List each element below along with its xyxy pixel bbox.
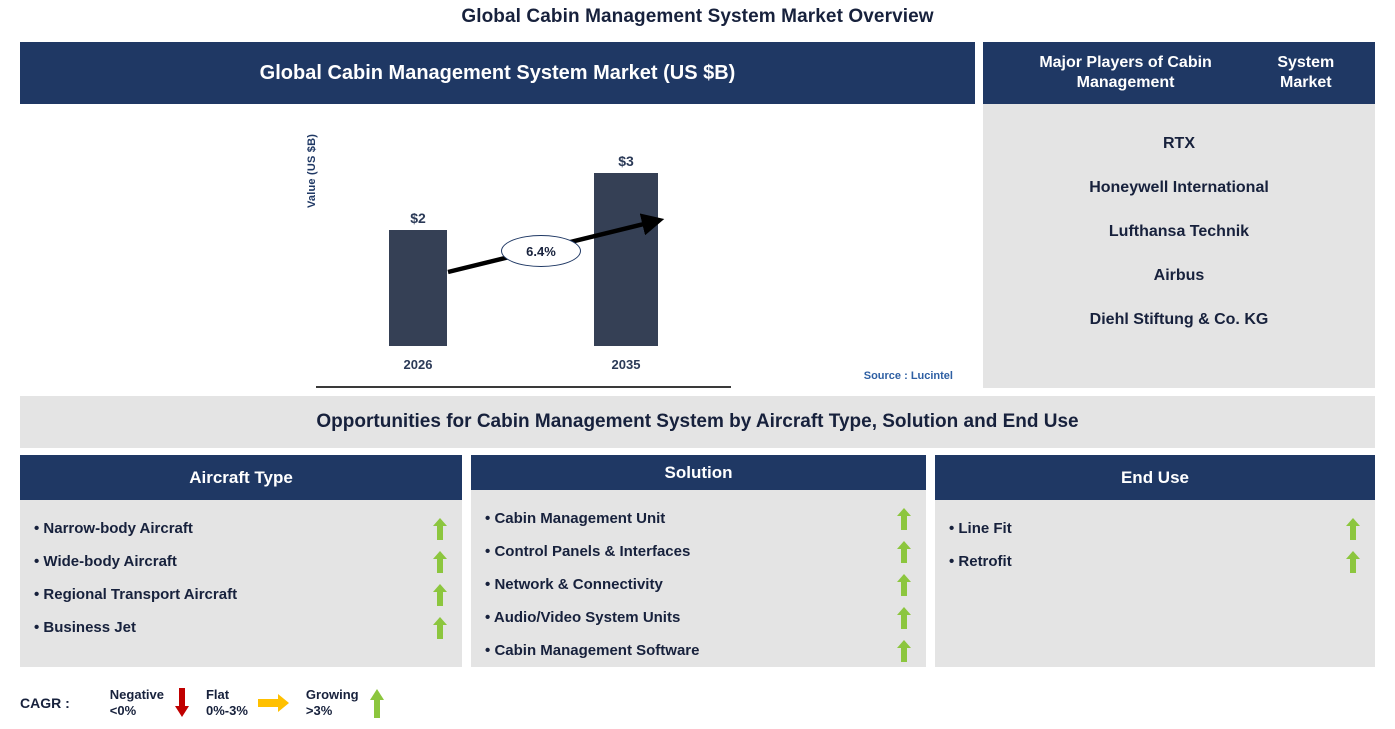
arrow-up-green-icon (896, 507, 911, 530)
arrow-up-green-icon (1346, 517, 1360, 540)
arrow-up-green-icon (433, 550, 448, 573)
column-list-aircraft-type: • Narrow-body Aircraft • Wide-body Aircr… (20, 500, 462, 667)
page-title: Global Cabin Management System Market Ov… (461, 6, 934, 27)
list-item-label: • Business Jet (34, 619, 136, 636)
cagr-legend-negative-text: Negative <0% (110, 687, 164, 720)
list-item: • Regional Transport Aircraft (20, 578, 462, 611)
list-item: • Network & Connectivity (471, 568, 926, 601)
bar-category-2035: 2035 (611, 357, 641, 372)
list-item-label: • Network & Connectivity (485, 576, 663, 593)
arrow-up-green-icon (433, 616, 448, 639)
list-item-label: • Cabin Management Software (485, 642, 700, 659)
list-item: • Wide-body Aircraft (20, 545, 462, 578)
cagr-legend-entry-negative: Negative <0% (110, 687, 200, 720)
cagr-legend-flat-text: Flat 0%-3% (206, 687, 248, 720)
list-item: Diehl Stiftung & Co. KG (1089, 311, 1269, 328)
column-list-solution: • Cabin Management Unit • Control Panels… (471, 490, 926, 667)
market-chart-panel: Global Cabin Management System Market (U… (20, 42, 975, 388)
list-item: • Line Fit (935, 512, 1375, 545)
bar-2035 (594, 173, 658, 346)
column-header-aircraft-type: Aircraft Type (20, 455, 463, 500)
list-item: Airbus (1153, 267, 1205, 284)
list-item: • Control Panels & Interfaces (471, 535, 926, 568)
bar-category-2026: 2026 (403, 357, 433, 372)
cagr-legend-growing-range: >3% (305, 703, 333, 718)
column-header-solution: Solution (471, 455, 926, 490)
top-row: Global Cabin Management System Market (U… (20, 42, 1375, 388)
list-item: • Retrofit (935, 545, 1375, 578)
major-players-list: RTX Honeywell International Lufthansa Te… (983, 104, 1375, 388)
arrow-up-green-icon (896, 573, 911, 596)
list-item-label: • Wide-body Aircraft (34, 553, 177, 570)
column-solution: Solution • Cabin Management Unit • Contr… (471, 455, 926, 667)
chart-x-axis-line (316, 386, 731, 388)
cagr-legend-entry-growing: Growing >3% (306, 687, 395, 720)
list-item: • Audio/Video System Units (471, 601, 926, 634)
opportunities-columns: Aircraft Type • Narrow-body Aircraft • W… (20, 455, 1375, 667)
cagr-legend-negative-range: <0% (109, 703, 137, 718)
column-aircraft-type: Aircraft Type • Narrow-body Aircraft • W… (20, 455, 463, 667)
major-players-header: Major Players of Cabin Management System… (983, 42, 1375, 104)
list-item: • Cabin Management Software (471, 634, 926, 667)
list-item: • Business Jet (20, 611, 462, 644)
column-end-use: End Use • Line Fit • Retrofit (934, 455, 1375, 667)
cagr-legend-growing-name: Growing (305, 686, 359, 702)
list-item-label: • Control Panels & Interfaces (485, 543, 691, 560)
chart-source-note: Source : Lucintel (863, 370, 953, 382)
cagr-legend-entry-flat: Flat 0%-3% (206, 687, 300, 720)
list-item: RTX (1163, 135, 1195, 152)
opportunities-banner: Opportunities for Cabin Management Syste… (20, 396, 1375, 448)
list-item-label: • Line Fit (948, 520, 1012, 537)
list-item-label: • Audio/Video System Units (485, 609, 681, 626)
arrow-right-yellow-icon (257, 694, 289, 712)
cagr-legend-title: CAGR : (20, 695, 70, 711)
cagr-legend: CAGR : Negative <0% Flat 0%-3% Growing >… (20, 682, 401, 724)
major-players-header-line1: Major Players of Cabin Management (1039, 54, 1212, 91)
arrow-up-green-icon (433, 583, 448, 606)
cagr-legend-growing-text: Growing >3% (306, 687, 359, 720)
arrow-up-green-icon (896, 639, 911, 662)
bar-2026 (389, 230, 447, 346)
list-item-label: • Cabin Management Unit (485, 510, 666, 527)
chart-y-axis-label: Value (US $B) (306, 133, 318, 208)
list-item-label: • Narrow-body Aircraft (34, 520, 193, 537)
major-players-header-line2: System Market (1277, 54, 1335, 91)
bar-value-2035: $3 (618, 153, 634, 169)
list-item-label: • Regional Transport Aircraft (34, 586, 238, 603)
arrow-up-green-icon (896, 540, 911, 563)
list-item: • Cabin Management Unit (471, 502, 926, 535)
column-list-end-use: • Line Fit • Retrofit (935, 500, 1375, 667)
chart-body: Value (US $B) $2 $3 2026 2035 6.4% Sourc… (20, 104, 975, 388)
list-item: Honeywell International (1089, 179, 1269, 196)
major-players-panel: Major Players of Cabin Management System… (983, 42, 1375, 388)
cagr-callout: 6.4% (501, 235, 581, 267)
arrow-up-green-icon (369, 689, 384, 718)
arrow-down-red-icon (174, 688, 189, 717)
cagr-legend-negative-name: Negative (109, 686, 164, 702)
list-item: • Narrow-body Aircraft (20, 512, 462, 545)
list-item: Lufthansa Technik (1108, 223, 1250, 240)
arrow-up-green-icon (1346, 550, 1360, 573)
column-header-end-use: End Use (934, 455, 1375, 500)
bar-value-2026: $2 (410, 210, 426, 226)
arrow-up-green-icon (433, 517, 448, 540)
chart-panel-header: Global Cabin Management System Market (U… (20, 42, 975, 104)
list-item-label: • Retrofit (948, 553, 1012, 570)
cagr-legend-flat-name: Flat (205, 686, 230, 702)
cagr-legend-flat-range: 0%-3% (205, 703, 248, 718)
arrow-up-green-icon (896, 606, 911, 629)
